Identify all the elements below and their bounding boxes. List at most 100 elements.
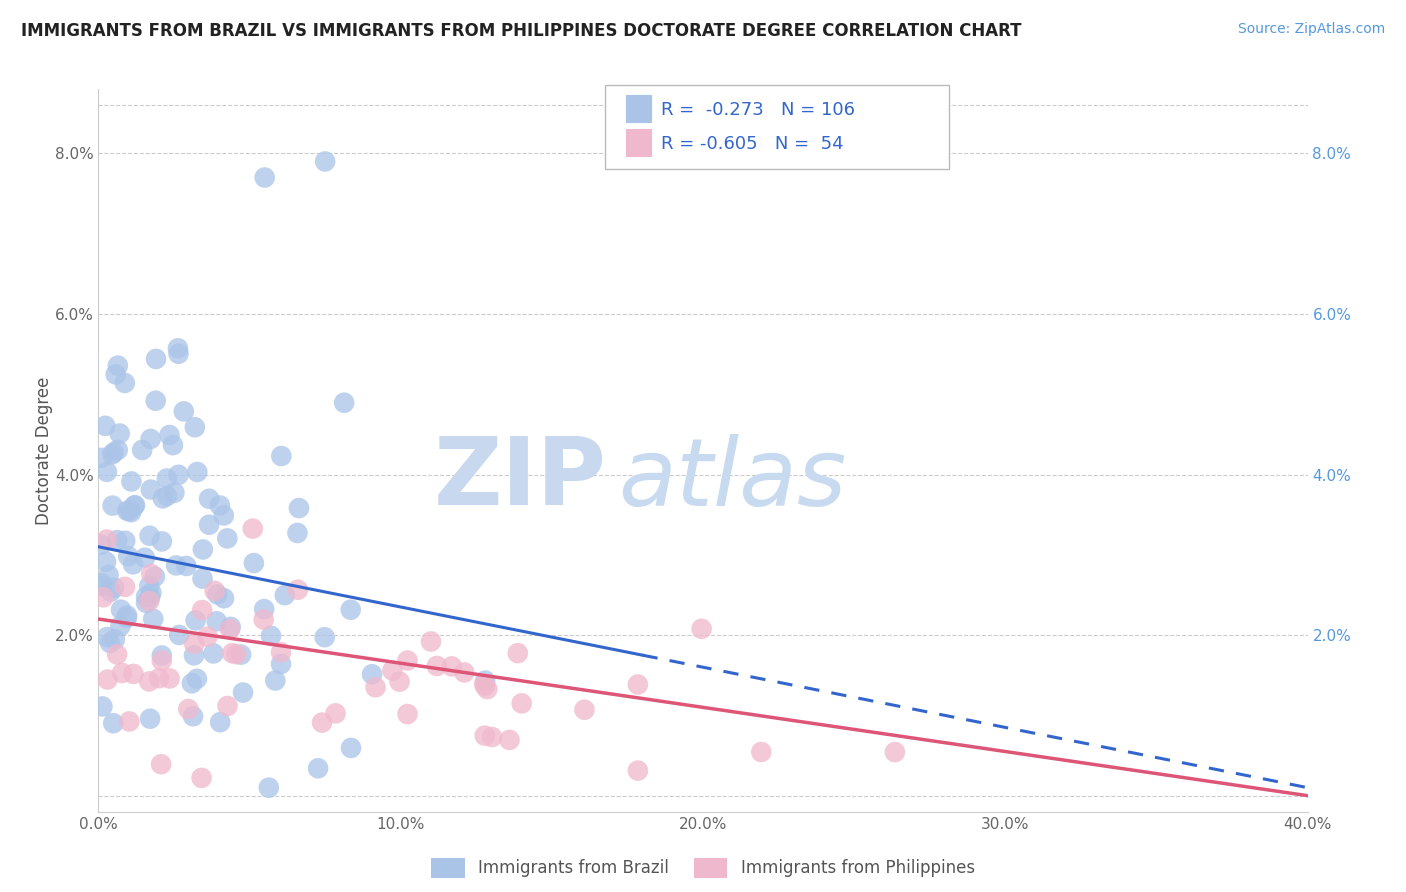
- Point: [90, 579, 112, 593]
- Point: [191, 542, 214, 557]
- Point: [138, 594, 160, 608]
- Point: [167, 347, 190, 361]
- Point: [159, 428, 181, 442]
- Point: [474, 679, 496, 693]
- Point: [134, 550, 156, 565]
- Point: [114, 533, 136, 548]
- Point: [627, 764, 650, 778]
- Point: [270, 645, 292, 659]
- Point: [162, 438, 184, 452]
- Point: [212, 591, 235, 606]
- Point: [159, 672, 181, 686]
- Point: [176, 558, 198, 573]
- Point: [396, 654, 419, 668]
- Point: [207, 587, 229, 601]
- Point: [333, 395, 356, 409]
- Point: [426, 659, 449, 673]
- Point: [117, 549, 139, 564]
- Text: Source: ZipAtlas.com: Source: ZipAtlas.com: [1237, 22, 1385, 37]
- Point: [191, 572, 214, 586]
- Point: [150, 654, 173, 668]
- Text: IMMIGRANTS FROM BRAZIL VS IMMIGRANTS FROM PHILIPPINES DOCTORATE DEGREE CORRELATI: IMMIGRANTS FROM BRAZIL VS IMMIGRANTS FRO…: [21, 22, 1022, 40]
- Point: [148, 671, 170, 685]
- Point: [440, 659, 463, 673]
- Point: [510, 697, 533, 711]
- Point: [145, 351, 167, 366]
- Point: [270, 657, 292, 671]
- Point: [150, 648, 173, 663]
- Point: [270, 449, 292, 463]
- Point: [135, 596, 157, 610]
- Point: [361, 667, 384, 681]
- Point: [96, 533, 118, 547]
- Point: [138, 529, 160, 543]
- Point: [184, 613, 207, 627]
- Point: [122, 667, 145, 681]
- Point: [177, 702, 200, 716]
- Point: [202, 647, 225, 661]
- Point: [90, 450, 112, 465]
- Point: [142, 612, 165, 626]
- Point: [212, 508, 235, 523]
- Point: [288, 501, 311, 516]
- Point: [690, 622, 713, 636]
- Point: [90, 537, 112, 551]
- Point: [181, 709, 204, 723]
- Point: [114, 376, 136, 390]
- Point: [396, 706, 419, 721]
- Point: [221, 646, 243, 660]
- Point: [145, 393, 167, 408]
- Point: [627, 677, 650, 691]
- Point: [131, 442, 153, 457]
- Point: [173, 404, 195, 418]
- Point: [103, 581, 125, 595]
- Point: [150, 757, 173, 772]
- Point: [453, 665, 475, 680]
- Point: [135, 590, 157, 604]
- Point: [115, 504, 138, 518]
- Point: [139, 712, 162, 726]
- Point: [481, 730, 503, 744]
- Point: [90, 576, 112, 591]
- Point: [103, 716, 125, 731]
- Point: [122, 558, 145, 572]
- Point: [574, 703, 596, 717]
- Point: [167, 628, 190, 642]
- Point: [340, 740, 363, 755]
- Legend: Immigrants from Brazil, Immigrants from Philippines: Immigrants from Brazil, Immigrants from …: [423, 849, 983, 887]
- Point: [204, 583, 226, 598]
- Point: [186, 672, 208, 686]
- Point: [198, 491, 221, 506]
- Point: [242, 522, 264, 536]
- Point: [96, 630, 118, 644]
- Text: atlas: atlas: [619, 434, 846, 524]
- Point: [97, 568, 120, 582]
- Point: [197, 630, 219, 644]
- Point: [253, 170, 276, 185]
- Point: [184, 420, 207, 434]
- Point: [139, 432, 162, 446]
- Point: [141, 586, 163, 600]
- Point: [307, 761, 329, 775]
- Point: [506, 646, 529, 660]
- Point: [474, 673, 496, 688]
- Point: [388, 674, 411, 689]
- Point: [381, 664, 404, 678]
- Point: [104, 368, 127, 382]
- Point: [124, 498, 146, 512]
- Text: R = -0.605   N =  54: R = -0.605 N = 54: [661, 135, 844, 153]
- Point: [364, 680, 387, 694]
- Point: [186, 465, 208, 479]
- Point: [287, 525, 309, 540]
- Point: [100, 584, 122, 599]
- Point: [108, 426, 131, 441]
- Point: [101, 447, 124, 461]
- Point: [107, 359, 129, 373]
- Text: ZIP: ZIP: [433, 434, 606, 525]
- Point: [91, 699, 114, 714]
- Point: [314, 630, 336, 644]
- Point: [120, 505, 142, 519]
- Point: [152, 491, 174, 506]
- Point: [183, 648, 205, 663]
- Point: [883, 745, 905, 759]
